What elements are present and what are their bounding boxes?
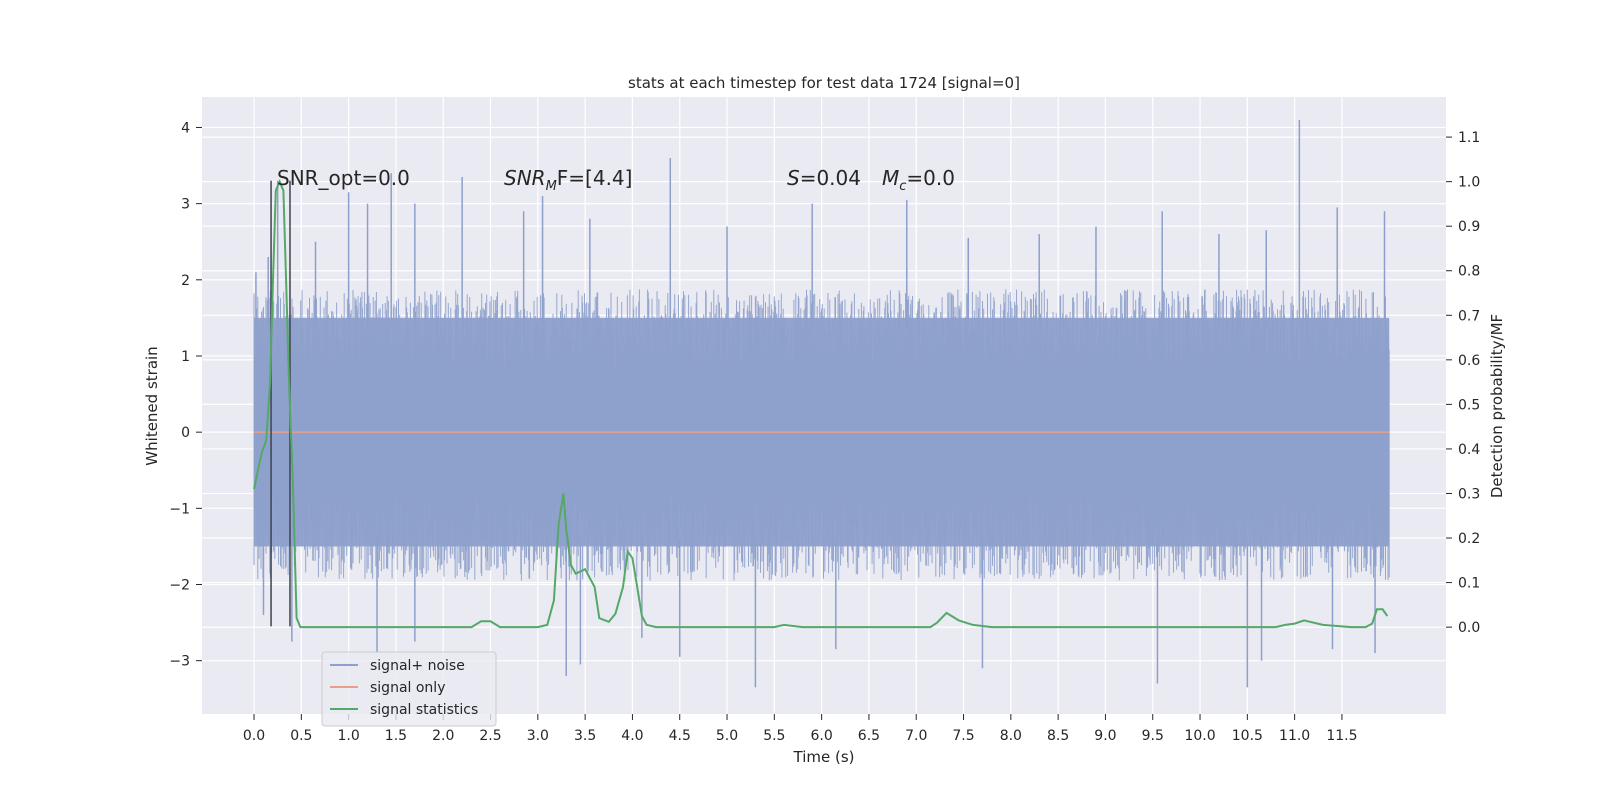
legend: signal+ noise signal only signal statist…	[321, 651, 497, 727]
y-right-tick-label: 0.0	[1458, 620, 1480, 636]
x-tick-label: 4.0	[621, 728, 643, 744]
x-tick-label: 3.0	[527, 728, 549, 744]
signal-statistics-line	[253, 179, 1389, 629]
x-tick-label: 3.5	[574, 728, 596, 744]
y-axis-label-left: Whitened strain	[143, 346, 161, 465]
annotation-snr-opt: SNR_opt=0.0	[277, 166, 410, 190]
y-left-tick-label: 1	[181, 349, 190, 365]
x-tick-label: 6.5	[858, 728, 880, 744]
x-tick-label: 4.5	[669, 728, 691, 744]
x-tick-label: 11.0	[1279, 728, 1310, 744]
x-tick-label: 0.5	[290, 728, 312, 744]
y-left-tick-label: −2	[169, 578, 190, 594]
x-tick-label: 5.5	[763, 728, 785, 744]
x-tick-label: 0.0	[243, 728, 265, 744]
x-tick-label: 8.5	[1047, 728, 1069, 744]
x-tick-label: 9.0	[1094, 728, 1116, 744]
axis-ticks: 0.0 0.5 1.0 1.5 2.0 2.5 3.0 3.5 4.0 4.5 5.0 5.5 6.0 6…	[169, 120, 1480, 744]
x-tick-label: 2.5	[479, 728, 501, 744]
annotation-s: S=0.04	[787, 166, 861, 190]
chart-title: stats at each timestep for test data 172…	[628, 74, 1020, 92]
y-right-tick-label: 1.1	[1458, 130, 1480, 146]
y-right-tick-label: 0.8	[1458, 264, 1480, 280]
legend-box	[321, 651, 497, 727]
y-right-tick-label: 0.7	[1458, 308, 1480, 324]
annotation-mc: Mc=0.0	[882, 166, 955, 194]
legend-label-signal-statistics: signal statistics	[370, 702, 478, 718]
y-left-tick-label: 3	[181, 197, 190, 213]
x-tick-label: 6.0	[811, 728, 833, 744]
x-tick-label: 8.0	[1000, 728, 1022, 744]
y-left-tick-label: 2	[181, 273, 190, 289]
y-right-tick-label: 0.3	[1458, 486, 1480, 502]
y-left-tick-label: 4	[181, 120, 190, 136]
x-tick-label: 11.5	[1326, 728, 1357, 744]
y-left-tick-label: −1	[169, 501, 190, 517]
annotation-snr-mf: SNRMF=[4.4]	[504, 166, 632, 194]
y-right-tick-label: 1.0	[1458, 175, 1480, 191]
y-right-tick-label: 0.9	[1458, 219, 1480, 235]
x-tick-label: 2.0	[432, 728, 454, 744]
x-tick-label: 9.5	[1142, 728, 1164, 744]
legend-label-signal-only: signal only	[370, 680, 445, 696]
y-right-tick-label: 0.4	[1458, 442, 1480, 458]
x-tick-label: 1.5	[385, 728, 407, 744]
x-tick-label: 1.0	[337, 728, 359, 744]
series-signal-statistics	[253, 179, 1389, 629]
y-right-tick-label: 0.6	[1458, 353, 1480, 369]
legend-label-signal-plus-noise: signal+ noise	[370, 658, 465, 674]
x-tick-label: 5.0	[716, 728, 738, 744]
y-left-tick-label: −3	[169, 654, 190, 670]
y-right-tick-label: 0.5	[1458, 397, 1480, 413]
x-tick-label: 10.5	[1232, 728, 1263, 744]
x-tick-label: 7.5	[952, 728, 974, 744]
y-left-tick-label: 0	[181, 425, 190, 441]
x-axis-label: Time (s)	[793, 748, 855, 766]
y-right-tick-label: 0.1	[1458, 576, 1480, 592]
x-tick-label: 7.0	[905, 728, 927, 744]
y-axis-label-right: Detection probability/MF	[1488, 314, 1506, 498]
y-right-tick-label: 0.2	[1458, 531, 1480, 547]
x-tick-label: 10.0	[1184, 728, 1215, 744]
